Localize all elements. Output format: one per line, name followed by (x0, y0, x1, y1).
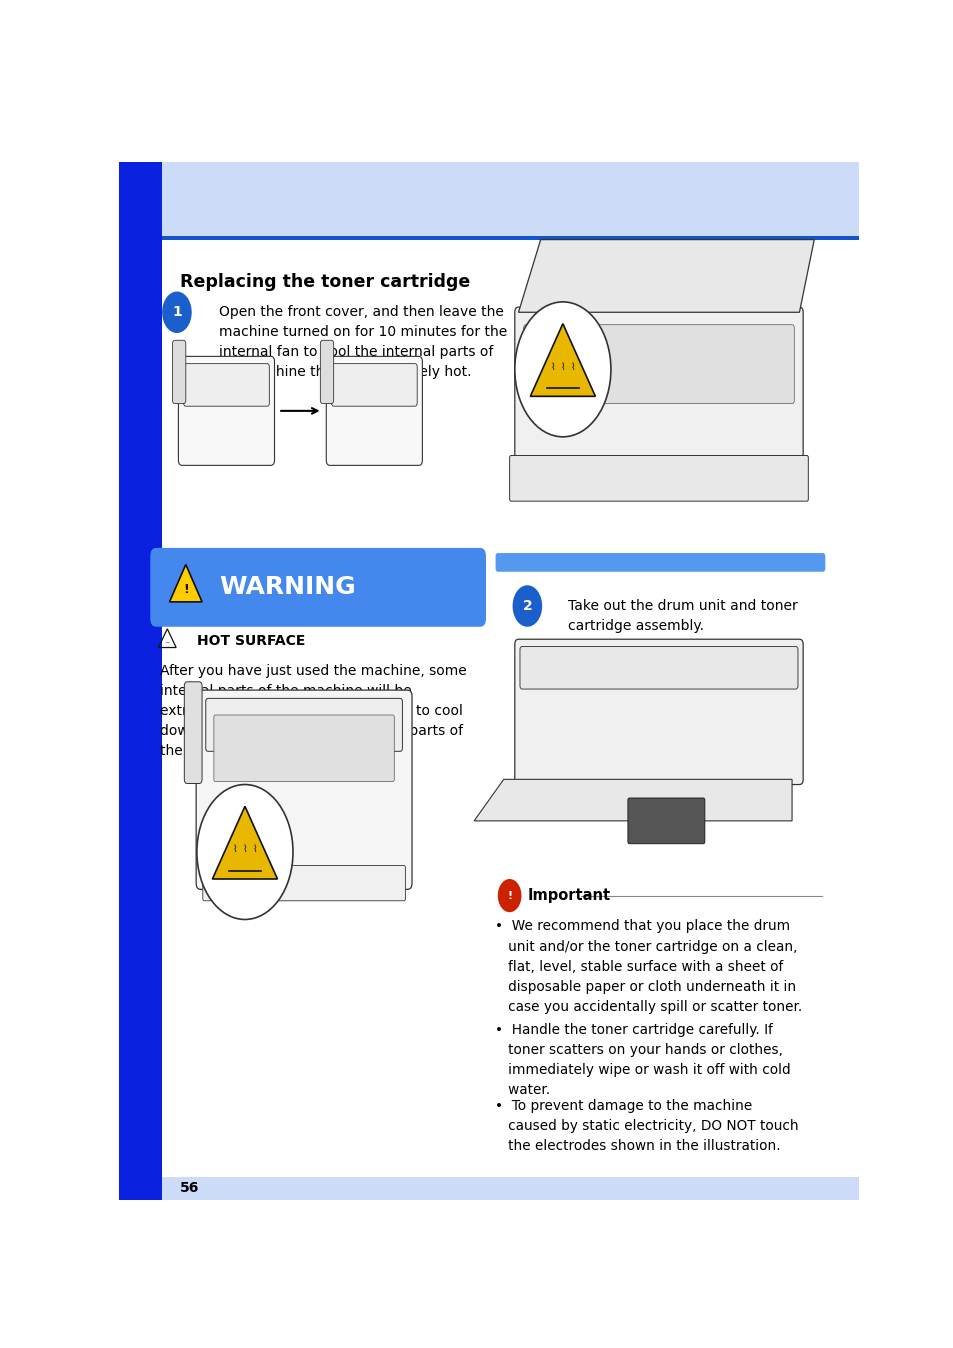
Text: ⌇: ⌇ (242, 845, 247, 855)
Text: ~: ~ (165, 640, 170, 644)
FancyBboxPatch shape (162, 1177, 858, 1200)
Circle shape (497, 879, 521, 913)
FancyBboxPatch shape (523, 325, 794, 403)
FancyBboxPatch shape (119, 162, 858, 236)
Text: ⌇: ⌇ (253, 845, 257, 855)
Circle shape (196, 785, 293, 919)
FancyBboxPatch shape (184, 682, 202, 783)
FancyBboxPatch shape (627, 798, 704, 844)
FancyBboxPatch shape (151, 547, 485, 627)
Text: •  Handle the toner cartridge carefully. If
   toner scatters on your hands or c: • Handle the toner cartridge carefully. … (495, 1023, 790, 1097)
Text: After you have just used the machine, some
internal parts of the machine will be: After you have just used the machine, so… (160, 665, 466, 759)
FancyBboxPatch shape (515, 307, 802, 473)
Text: !: ! (507, 891, 512, 900)
FancyBboxPatch shape (206, 698, 402, 751)
FancyBboxPatch shape (326, 356, 422, 465)
FancyBboxPatch shape (196, 690, 412, 890)
Polygon shape (530, 324, 595, 396)
Text: Important: Important (527, 888, 610, 903)
Text: !: ! (183, 582, 189, 596)
FancyBboxPatch shape (509, 456, 807, 501)
Polygon shape (170, 565, 202, 601)
Circle shape (515, 302, 610, 437)
Polygon shape (474, 779, 791, 821)
Text: Take out the drum unit and toner
cartridge assembly.: Take out the drum unit and toner cartrid… (567, 599, 797, 632)
Text: 1: 1 (172, 305, 182, 319)
Polygon shape (213, 806, 277, 879)
Text: •  To prevent damage to the machine
   caused by static electricity, DO NOT touc: • To prevent damage to the machine cause… (495, 1099, 798, 1153)
Circle shape (512, 585, 541, 627)
Text: HOT SURFACE: HOT SURFACE (196, 635, 305, 648)
FancyBboxPatch shape (331, 364, 416, 406)
Text: ⌇: ⌇ (232, 845, 236, 855)
Text: Replacing the toner cartridge: Replacing the toner cartridge (180, 272, 470, 291)
FancyBboxPatch shape (515, 639, 802, 785)
Text: 56: 56 (180, 1181, 199, 1196)
Text: ⌇: ⌇ (570, 363, 575, 372)
Text: Open the front cover, and then leave the
machine turned on for 10 minutes for th: Open the front cover, and then leave the… (219, 305, 507, 379)
FancyBboxPatch shape (320, 340, 334, 403)
Text: ⌇: ⌇ (550, 363, 555, 372)
FancyBboxPatch shape (172, 340, 186, 403)
FancyBboxPatch shape (519, 647, 797, 689)
FancyBboxPatch shape (178, 356, 274, 465)
Polygon shape (518, 240, 813, 313)
Text: ⌇: ⌇ (560, 363, 564, 372)
FancyBboxPatch shape (183, 364, 269, 406)
Text: •  We recommend that you place the drum
   unit and/or the toner cartridge on a : • We recommend that you place the drum u… (495, 919, 801, 1014)
Text: 2: 2 (522, 599, 532, 613)
FancyBboxPatch shape (119, 162, 162, 1200)
FancyBboxPatch shape (213, 714, 394, 782)
Circle shape (162, 291, 192, 333)
Text: WARNING: WARNING (219, 576, 355, 600)
FancyBboxPatch shape (203, 865, 405, 900)
FancyBboxPatch shape (162, 236, 858, 240)
FancyBboxPatch shape (495, 553, 824, 572)
